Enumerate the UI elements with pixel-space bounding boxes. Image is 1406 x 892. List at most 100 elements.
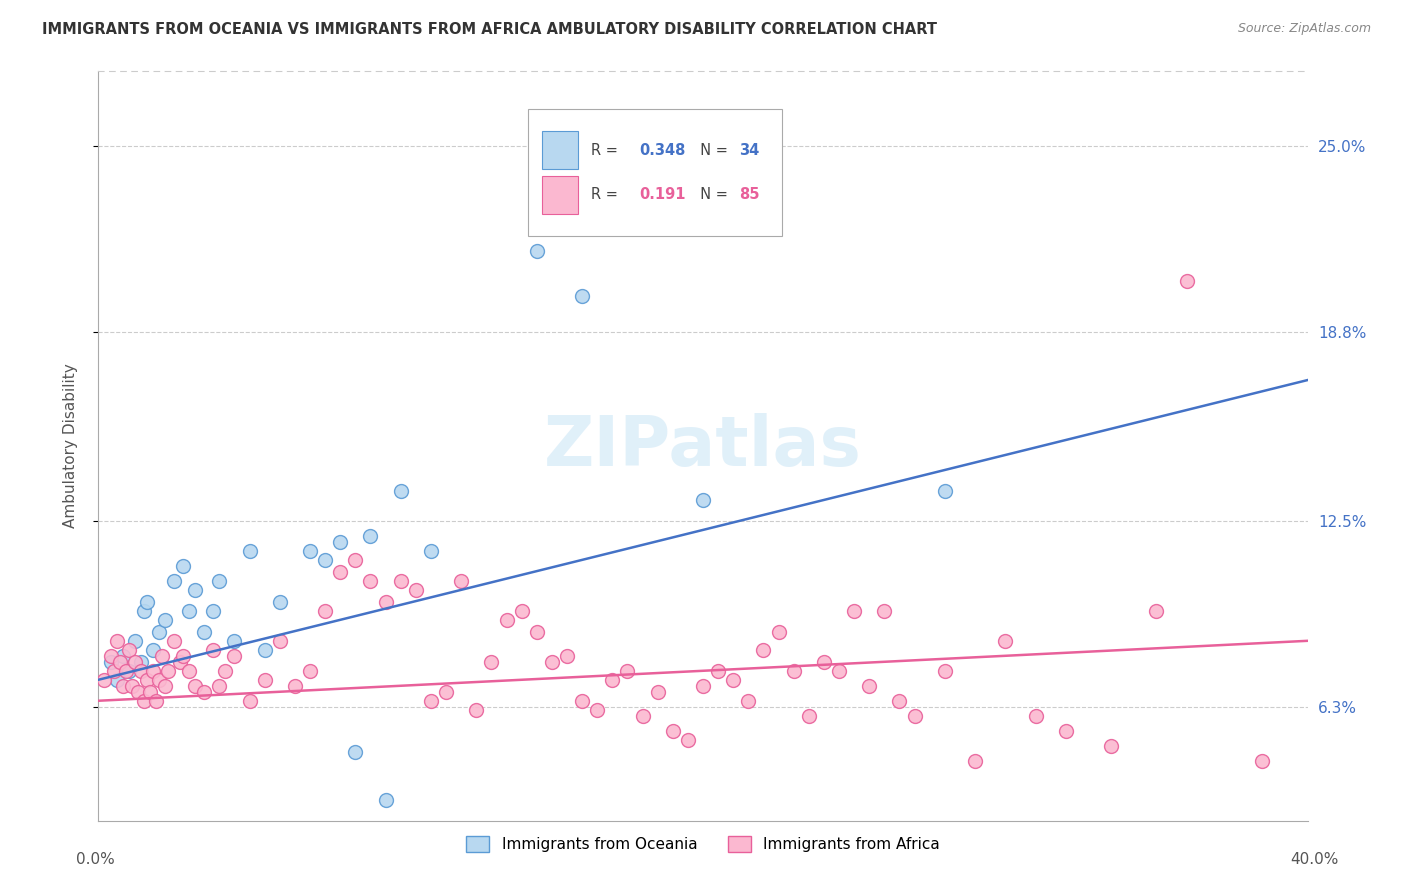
- FancyBboxPatch shape: [543, 177, 578, 214]
- Point: [269, 595, 291, 609]
- Point: [344, 745, 367, 759]
- Point: [142, 664, 165, 678]
- Point: [405, 582, 427, 597]
- Point: [344, 553, 367, 567]
- Point: [239, 694, 262, 708]
- Point: [1251, 754, 1274, 768]
- Point: [314, 553, 336, 567]
- Text: IMMIGRANTS FROM OCEANIA VS IMMIGRANTS FROM AFRICA AMBULATORY DISABILITY CORRELAT: IMMIGRANTS FROM OCEANIA VS IMMIGRANTS FR…: [42, 22, 938, 37]
- Text: R =: R =: [591, 143, 621, 158]
- Point: [145, 694, 167, 708]
- Point: [676, 732, 699, 747]
- Point: [1024, 708, 1046, 723]
- Point: [179, 604, 201, 618]
- Point: [586, 703, 609, 717]
- Point: [124, 633, 146, 648]
- Point: [135, 673, 157, 687]
- Point: [647, 685, 669, 699]
- Point: [132, 604, 155, 618]
- Point: [889, 694, 911, 708]
- Point: [797, 708, 820, 723]
- Legend: Immigrants from Oceania, Immigrants from Africa: Immigrants from Oceania, Immigrants from…: [460, 830, 946, 858]
- Point: [132, 694, 155, 708]
- Point: [526, 624, 548, 639]
- Point: [692, 492, 714, 507]
- Point: [314, 604, 336, 618]
- Point: [737, 694, 759, 708]
- Point: [156, 664, 179, 678]
- Point: [105, 673, 128, 687]
- Point: [142, 642, 165, 657]
- Point: [616, 664, 638, 678]
- Point: [934, 664, 956, 678]
- Point: [169, 655, 191, 669]
- Text: 0.348: 0.348: [638, 143, 685, 158]
- Point: [707, 664, 730, 678]
- Point: [139, 685, 162, 699]
- Point: [105, 633, 128, 648]
- Point: [100, 648, 122, 663]
- Point: [420, 694, 443, 708]
- Text: 85: 85: [740, 187, 759, 202]
- Point: [329, 565, 352, 579]
- Point: [208, 574, 231, 588]
- Text: 34: 34: [740, 143, 759, 158]
- Point: [510, 604, 533, 618]
- Point: [526, 244, 548, 259]
- Point: [481, 655, 503, 669]
- Text: N =: N =: [690, 187, 733, 202]
- Point: [540, 655, 562, 669]
- Point: [114, 664, 136, 678]
- Point: [202, 604, 225, 618]
- Text: R =: R =: [591, 187, 621, 202]
- Point: [555, 648, 578, 663]
- Point: [904, 708, 927, 723]
- Point: [420, 544, 443, 558]
- FancyBboxPatch shape: [527, 109, 782, 236]
- Y-axis label: Ambulatory Disability: Ambulatory Disability: [63, 364, 77, 528]
- Point: [239, 544, 262, 558]
- Point: [813, 655, 835, 669]
- Point: [118, 664, 141, 678]
- Point: [172, 648, 194, 663]
- Point: [360, 529, 382, 543]
- Point: [129, 664, 152, 678]
- Point: [224, 648, 246, 663]
- Point: [111, 679, 134, 693]
- Point: [602, 673, 624, 687]
- Text: 40.0%: 40.0%: [1291, 852, 1339, 867]
- Point: [450, 574, 472, 588]
- Point: [129, 655, 152, 669]
- Point: [965, 754, 987, 768]
- Point: [571, 694, 593, 708]
- Point: [208, 679, 231, 693]
- Point: [193, 685, 215, 699]
- Point: [723, 673, 745, 687]
- Point: [153, 613, 176, 627]
- Point: [127, 685, 149, 699]
- Point: [1054, 723, 1077, 738]
- Point: [184, 679, 207, 693]
- Point: [179, 664, 201, 678]
- Point: [269, 633, 291, 648]
- Point: [111, 648, 134, 663]
- FancyBboxPatch shape: [543, 131, 578, 169]
- Point: [844, 604, 866, 618]
- Point: [163, 574, 186, 588]
- Point: [465, 703, 488, 717]
- Point: [631, 708, 654, 723]
- Text: ZIPatlas: ZIPatlas: [544, 412, 862, 480]
- Point: [148, 624, 170, 639]
- Point: [1146, 604, 1168, 618]
- Point: [374, 792, 396, 806]
- Point: [828, 664, 851, 678]
- Point: [374, 595, 396, 609]
- Point: [783, 664, 806, 678]
- Text: N =: N =: [690, 143, 733, 158]
- Point: [571, 289, 593, 303]
- Point: [108, 655, 131, 669]
- Point: [299, 664, 322, 678]
- Point: [202, 642, 225, 657]
- Point: [148, 673, 170, 687]
- Point: [495, 613, 517, 627]
